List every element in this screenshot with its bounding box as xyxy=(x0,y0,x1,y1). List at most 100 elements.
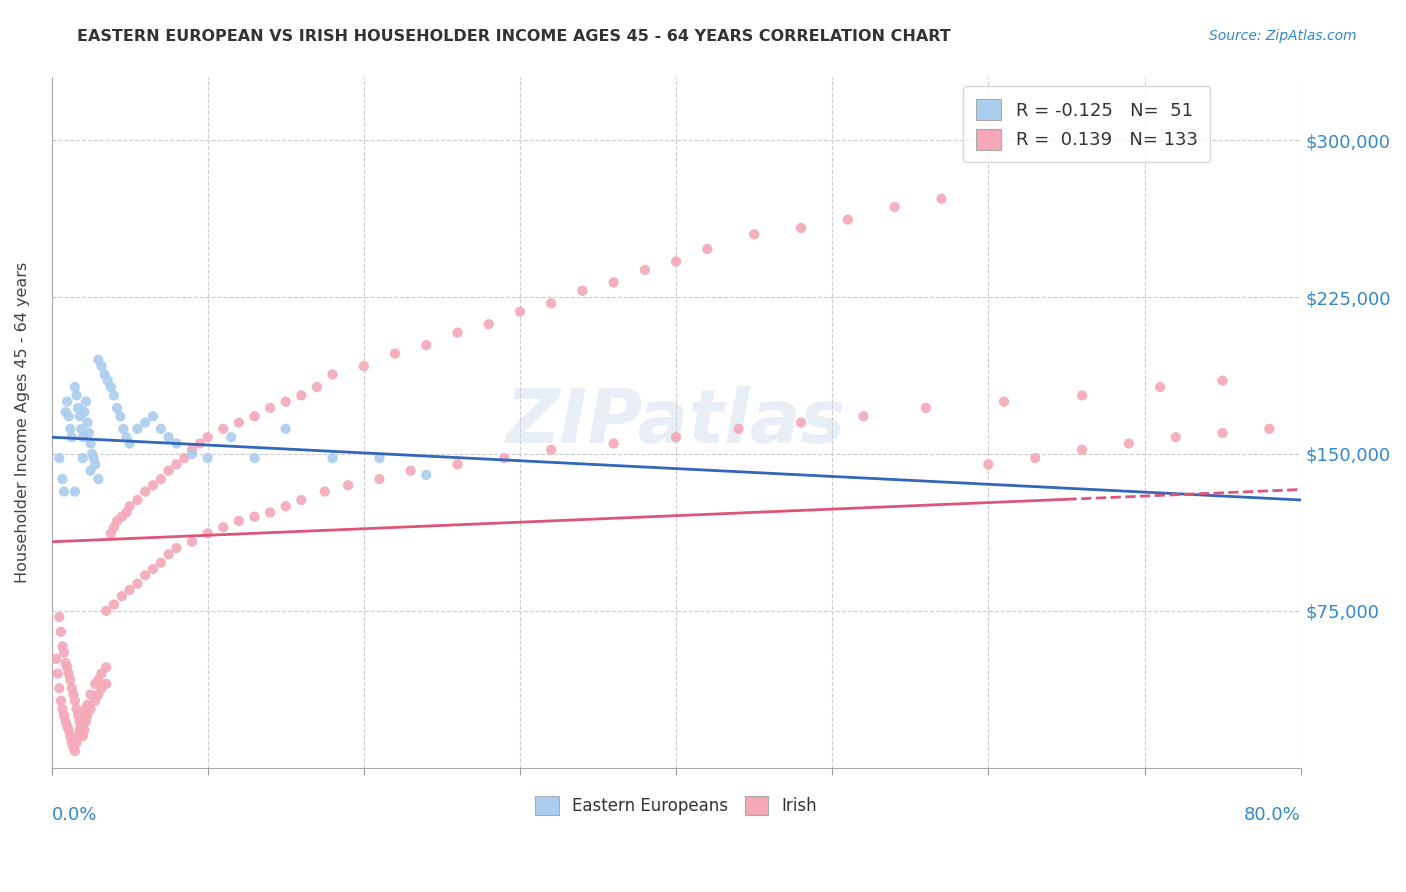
Point xyxy=(73,723,96,737)
Point xyxy=(72,729,94,743)
Point xyxy=(274,394,297,409)
Point xyxy=(665,430,688,444)
Point xyxy=(62,739,84,754)
Point xyxy=(314,484,336,499)
Point xyxy=(58,409,80,424)
Point xyxy=(883,200,905,214)
Point xyxy=(96,604,118,618)
Point xyxy=(727,422,749,436)
Point xyxy=(87,688,110,702)
Point xyxy=(142,409,165,424)
Point xyxy=(79,702,101,716)
Point xyxy=(118,436,141,450)
Point xyxy=(368,472,391,486)
Point xyxy=(118,582,141,597)
Point xyxy=(696,242,718,256)
Point xyxy=(53,484,76,499)
Point xyxy=(446,458,468,472)
Point xyxy=(134,484,156,499)
Point xyxy=(51,472,73,486)
Point xyxy=(55,656,77,670)
Point xyxy=(60,430,83,444)
Point xyxy=(45,652,67,666)
Point xyxy=(1212,425,1234,440)
Point xyxy=(1149,380,1171,394)
Point xyxy=(70,723,93,737)
Point xyxy=(540,442,562,457)
Point xyxy=(1258,422,1281,436)
Point xyxy=(65,736,87,750)
Point xyxy=(602,276,624,290)
Point xyxy=(509,304,531,318)
Point xyxy=(90,681,112,696)
Point xyxy=(112,422,135,436)
Point xyxy=(73,708,96,723)
Point xyxy=(212,520,235,534)
Point xyxy=(149,472,172,486)
Point xyxy=(56,660,79,674)
Point xyxy=(353,359,375,373)
Point xyxy=(63,380,86,394)
Point xyxy=(852,409,875,424)
Point xyxy=(59,422,82,436)
Point xyxy=(56,394,79,409)
Point xyxy=(75,714,97,729)
Point xyxy=(399,464,422,478)
Point xyxy=(290,388,312,402)
Point xyxy=(188,436,211,450)
Point xyxy=(65,702,87,716)
Point xyxy=(111,509,134,524)
Point xyxy=(48,610,70,624)
Point xyxy=(105,514,128,528)
Point xyxy=(173,451,195,466)
Point xyxy=(384,346,406,360)
Point xyxy=(259,401,281,415)
Point xyxy=(274,500,297,514)
Point xyxy=(165,458,187,472)
Point xyxy=(157,430,180,444)
Point xyxy=(103,520,125,534)
Point xyxy=(219,430,242,444)
Point xyxy=(134,568,156,582)
Point xyxy=(51,702,73,716)
Point xyxy=(76,698,98,712)
Point xyxy=(181,534,204,549)
Point xyxy=(1071,442,1094,457)
Legend: Eastern Europeans, Irish: Eastern Europeans, Irish xyxy=(529,789,824,822)
Point xyxy=(127,422,149,436)
Point xyxy=(69,714,91,729)
Point xyxy=(69,723,91,737)
Point xyxy=(75,702,97,716)
Text: EASTERN EUROPEAN VS IRISH HOUSEHOLDER INCOME AGES 45 - 64 YEARS CORRELATION CHAR: EASTERN EUROPEAN VS IRISH HOUSEHOLDER IN… xyxy=(77,29,950,44)
Point xyxy=(212,422,235,436)
Point xyxy=(63,694,86,708)
Point xyxy=(90,666,112,681)
Point xyxy=(49,694,72,708)
Point xyxy=(571,284,593,298)
Point xyxy=(87,352,110,367)
Point xyxy=(415,338,437,352)
Point xyxy=(67,401,90,415)
Point xyxy=(1024,451,1046,466)
Point xyxy=(118,500,141,514)
Point xyxy=(290,492,312,507)
Point xyxy=(67,729,90,743)
Point xyxy=(59,729,82,743)
Point xyxy=(72,451,94,466)
Point xyxy=(322,368,344,382)
Point xyxy=(368,451,391,466)
Point xyxy=(243,409,266,424)
Point xyxy=(634,263,657,277)
Point xyxy=(49,624,72,639)
Point xyxy=(75,394,97,409)
Point xyxy=(127,576,149,591)
Point xyxy=(142,478,165,492)
Point xyxy=(1118,436,1140,450)
Point xyxy=(53,708,76,723)
Point xyxy=(79,688,101,702)
Point xyxy=(274,422,297,436)
Point xyxy=(93,368,115,382)
Point xyxy=(70,422,93,436)
Point xyxy=(197,526,219,541)
Point xyxy=(305,380,328,394)
